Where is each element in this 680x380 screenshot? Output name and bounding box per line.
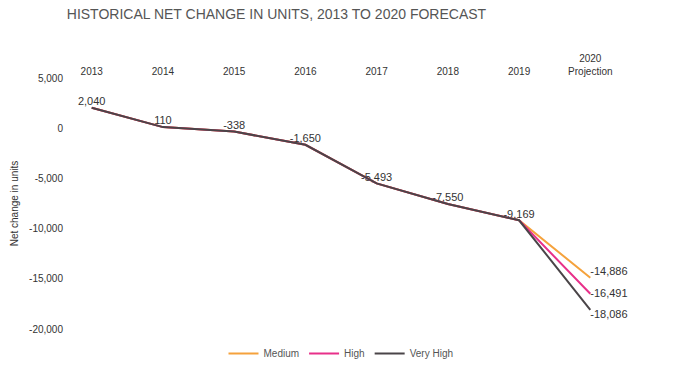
svg-text:-16,491: -16,491	[590, 287, 627, 299]
svg-text:-338: -338	[223, 119, 245, 131]
svg-text:-9,169: -9,169	[503, 208, 534, 220]
svg-text:-20,000: -20,000	[29, 324, 63, 335]
svg-text:2020Projection: 2020Projection	[568, 53, 612, 77]
svg-text:2016: 2016	[294, 66, 317, 77]
svg-text:-5,000: -5,000	[35, 173, 64, 184]
svg-text:-14,886: -14,886	[590, 265, 627, 277]
svg-text:-1,650: -1,650	[290, 132, 321, 144]
svg-text:Very High: Very High	[410, 348, 453, 359]
svg-text:0: 0	[57, 123, 63, 134]
svg-text:2018: 2018	[437, 66, 460, 77]
svg-text:Medium: Medium	[264, 348, 300, 359]
svg-text:-18,086: -18,086	[590, 308, 627, 320]
svg-text:2017: 2017	[365, 66, 388, 77]
svg-text:-7,550: -7,550	[432, 191, 463, 203]
svg-text:2014: 2014	[152, 66, 175, 77]
svg-text:5,000: 5,000	[38, 73, 63, 84]
svg-text:2019: 2019	[508, 66, 531, 77]
svg-text:-10,000: -10,000	[29, 223, 63, 234]
svg-text:HISTORICAL NET CHANGE IN UNITS: HISTORICAL NET CHANGE IN UNITS, 2013 TO …	[67, 6, 487, 22]
svg-text:High: High	[344, 348, 365, 359]
svg-text:-5,493: -5,493	[361, 171, 392, 183]
svg-text:-15,000: -15,000	[29, 273, 63, 284]
svg-text:2,040: 2,040	[78, 95, 106, 107]
svg-text:110: 110	[154, 114, 172, 126]
svg-text:2015: 2015	[223, 66, 246, 77]
svg-text:Net change in units: Net change in units	[9, 161, 20, 247]
svg-text:2013: 2013	[81, 66, 104, 77]
